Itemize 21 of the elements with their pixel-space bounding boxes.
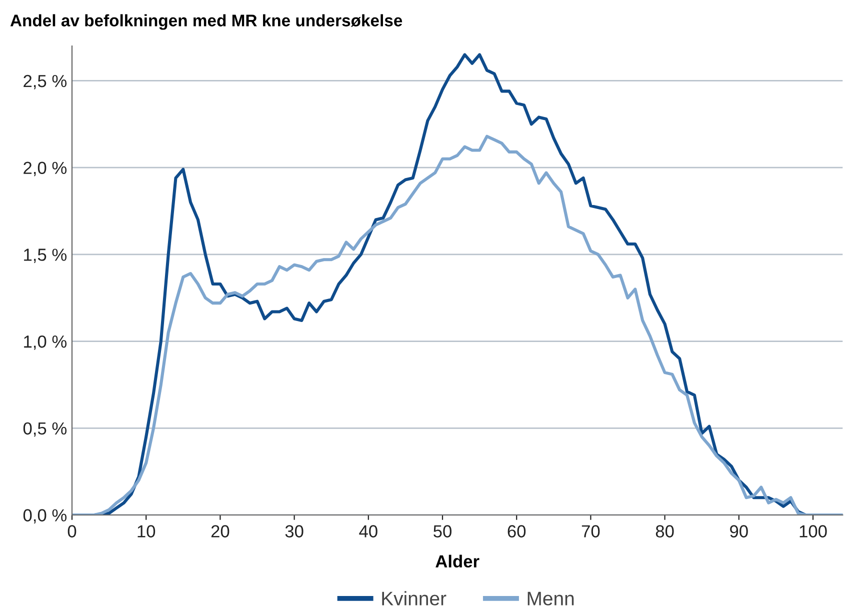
y-tick-label: 1,0 % — [24, 335, 67, 350]
x-tick-label: 40 — [359, 525, 378, 538]
x-tick-label: 80 — [656, 525, 674, 538]
y-tick-label: 1,5 % — [24, 248, 67, 263]
y-tick-label: 0,5 % — [23, 422, 67, 437]
x-tick-label: 20 — [211, 525, 230, 538]
x-tick-label: 10 — [138, 525, 156, 538]
legend-label: Menn — [528, 592, 574, 606]
x-tick-label: 50 — [434, 525, 452, 538]
legend-label: Kvinner — [382, 591, 446, 606]
x-tick-label: 30 — [285, 525, 304, 538]
y-tick-label: 2,0 % — [24, 162, 67, 176]
x-tick-label: 90 — [730, 525, 748, 538]
x-axis-title: Alder — [436, 554, 480, 568]
x-tick-label: 0 — [68, 525, 76, 538]
x-tick-label: 70 — [582, 525, 600, 538]
chart-title: Andel av befolkningen med MR kne undersøkelse — [10, 14, 402, 30]
x-tick-label: 100 — [800, 525, 827, 538]
y-tick-label: 2,5 % — [24, 74, 67, 90]
x-tick-label: 60 — [508, 525, 526, 538]
y-tick-label: 0,0 % — [23, 509, 67, 524]
